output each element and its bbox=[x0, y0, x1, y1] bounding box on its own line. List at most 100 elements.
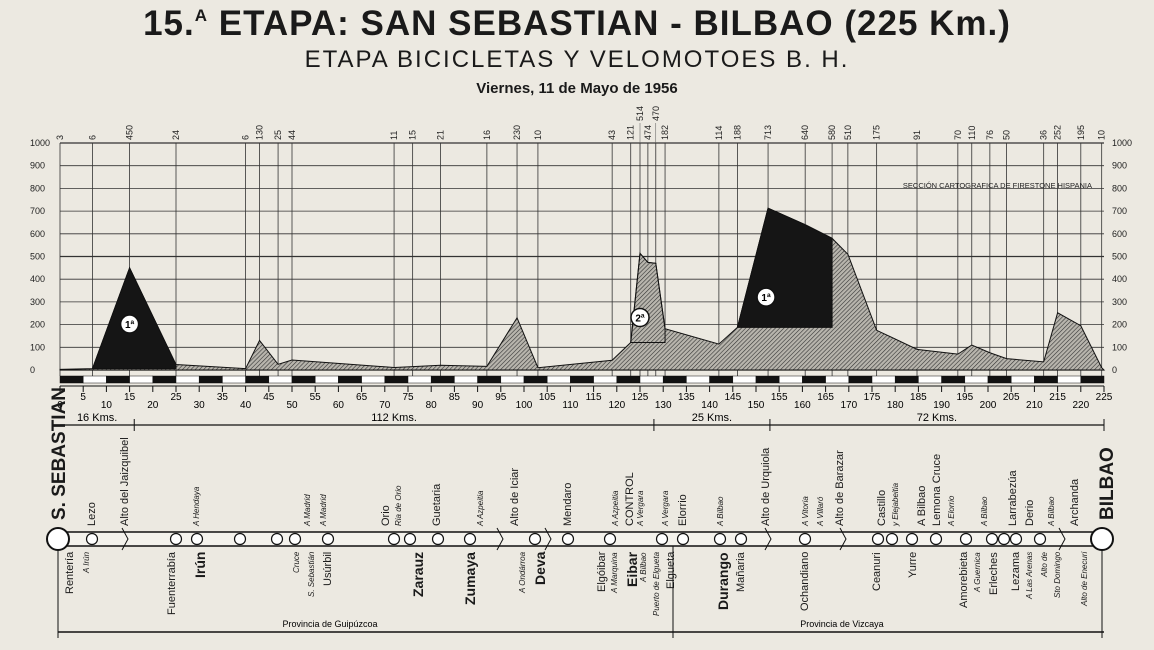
town-marker bbox=[713, 532, 727, 546]
y-tick-label-left: 600 bbox=[30, 229, 45, 239]
place-label-above: Castillo bbox=[876, 489, 888, 526]
km-scale-band bbox=[1057, 375, 1082, 384]
finish-town-label: BILBAO bbox=[1097, 447, 1118, 520]
place-label-above: Archanda bbox=[1069, 478, 1081, 526]
y-tick-label-right: 100 bbox=[1112, 342, 1127, 352]
place-label-below: Lezama bbox=[1010, 551, 1022, 591]
summit-altitude-label: 16 bbox=[482, 130, 492, 140]
town-marker bbox=[1009, 532, 1023, 546]
segment-distance-label: 112 Kms. bbox=[371, 412, 417, 424]
km-scale-band bbox=[82, 375, 107, 384]
y-tick-label-right: 800 bbox=[1112, 183, 1127, 193]
km-tick-label: 80 bbox=[426, 400, 438, 411]
km-scale-band bbox=[848, 375, 873, 384]
summit-altitude-label: 514 bbox=[635, 106, 645, 121]
summit-altitude-label: 230 bbox=[512, 125, 522, 140]
credit-text: SECCIÓN CARTOGRAFICA DE FIRESTONE HISPAN… bbox=[903, 181, 1092, 190]
climb-chevron bbox=[764, 527, 772, 551]
km-tick-label: 185 bbox=[910, 392, 927, 403]
summit-altitude-label: 175 bbox=[872, 125, 882, 140]
place-label-below: A Guernica bbox=[973, 552, 982, 592]
km-scale-band bbox=[964, 375, 989, 384]
y-tick-label-right: 700 bbox=[1112, 206, 1127, 216]
place-label-above: CONTROL bbox=[624, 472, 636, 526]
place-label-below: Sto Domingo bbox=[1053, 551, 1062, 598]
km-tick-label: 150 bbox=[748, 400, 765, 411]
place-label-below: Mañaria bbox=[735, 552, 747, 592]
summit-altitude-label: 91 bbox=[912, 130, 922, 140]
summit-altitude-label: 470 bbox=[651, 106, 661, 121]
summit-altitude-label: 15 bbox=[408, 130, 418, 140]
town-marker bbox=[528, 532, 542, 546]
y-tick-label-left: 900 bbox=[30, 161, 45, 171]
place-label-below: Fuenterrabía bbox=[166, 552, 178, 615]
summit-altitude-label: 510 bbox=[843, 125, 853, 140]
km-tick-label: 195 bbox=[956, 392, 973, 403]
town-marker bbox=[734, 532, 748, 546]
y-tick-label-right: 200 bbox=[1112, 320, 1127, 330]
km-tick-label: 20 bbox=[147, 400, 159, 411]
km-scale-band bbox=[802, 375, 826, 384]
km-scale-band bbox=[222, 375, 246, 384]
summit-altitude-label: 195 bbox=[1076, 125, 1086, 140]
place-label-above: Alto de Barazar bbox=[834, 450, 846, 526]
km-scale-band bbox=[662, 375, 687, 384]
place-label-below: Alto de bbox=[1040, 552, 1049, 577]
summit-altitude-label: 21 bbox=[435, 130, 445, 140]
summit-altitude-label: 24 bbox=[171, 130, 181, 140]
climb-chevron bbox=[544, 527, 552, 551]
summit-altitude-label: 36 bbox=[1039, 130, 1049, 140]
town-marker bbox=[463, 532, 477, 546]
stage-ordinal: A bbox=[194, 6, 208, 25]
km-scale-band bbox=[732, 375, 757, 384]
y-tick-label-right: 1000 bbox=[1112, 138, 1132, 148]
summit-altitude-label: 130 bbox=[255, 125, 265, 140]
summit-altitude-label: 25 bbox=[273, 130, 283, 140]
km-tick-label: 210 bbox=[1026, 400, 1043, 411]
km-tick-label: 15 bbox=[124, 392, 136, 403]
place-label-below: Elgóibar bbox=[596, 551, 608, 592]
summit-altitude-label: 252 bbox=[1053, 125, 1063, 140]
km-scale-band bbox=[778, 375, 803, 384]
town-marker bbox=[85, 532, 99, 546]
segment-distance-label: 72 Kms. bbox=[917, 412, 957, 424]
place-label-below: Eibar bbox=[624, 551, 640, 587]
km-tick-label: 55 bbox=[310, 392, 322, 403]
place-label-above: Alto de Urquiola bbox=[760, 447, 772, 526]
place-label-above: A Madrid bbox=[303, 494, 312, 526]
place-label-above: Guetaria bbox=[431, 483, 443, 526]
y-tick-label-left: 800 bbox=[30, 183, 45, 193]
y-tick-label-left: 300 bbox=[30, 297, 45, 307]
town-marker bbox=[270, 532, 284, 546]
km-tick-label: 110 bbox=[562, 400, 578, 411]
km-scale-band bbox=[129, 375, 154, 384]
town-marker bbox=[431, 532, 445, 546]
town-marker bbox=[603, 532, 617, 546]
km-scale-band bbox=[430, 375, 455, 384]
town-marker bbox=[997, 532, 1011, 546]
place-label-below: A Marquina bbox=[610, 552, 619, 593]
km-scale-band bbox=[407, 375, 432, 384]
place-label-above: Orio bbox=[380, 505, 392, 526]
y-tick-label-left: 0 bbox=[30, 365, 35, 375]
km-scale-band bbox=[268, 375, 293, 384]
town-marker bbox=[190, 532, 204, 546]
place-label-below: Cruce bbox=[292, 551, 301, 573]
town-marker bbox=[561, 532, 575, 546]
town-marker bbox=[387, 532, 401, 546]
km-scale-band bbox=[593, 375, 618, 384]
summit-altitude-label: 713 bbox=[763, 125, 773, 140]
km-scale-band bbox=[106, 375, 130, 384]
km-tick-label: 130 bbox=[655, 400, 672, 411]
place-label-below: Durango bbox=[715, 552, 731, 610]
km-tick-label: 205 bbox=[1003, 392, 1020, 403]
stage-number: 15. bbox=[143, 4, 195, 43]
km-scale-band bbox=[616, 375, 641, 384]
km-tick-label: 225 bbox=[1096, 392, 1113, 403]
km-scale-band bbox=[338, 375, 362, 384]
km-tick-label: 105 bbox=[539, 392, 556, 403]
summit-altitude-label: 450 bbox=[125, 125, 135, 140]
town-marker bbox=[233, 532, 247, 546]
y-tick-label-right: 400 bbox=[1112, 274, 1127, 284]
km-tick-label: 95 bbox=[495, 392, 507, 403]
